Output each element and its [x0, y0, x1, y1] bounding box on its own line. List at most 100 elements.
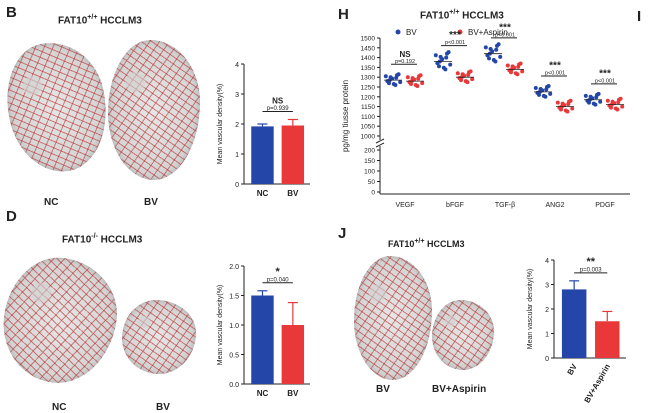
y-tick-label: 3 — [545, 283, 549, 290]
image-label-nc-b: NC — [44, 197, 59, 208]
y-tick-label: 1250 — [361, 85, 376, 92]
data-point-bv — [483, 45, 488, 50]
y-tick-label: 1050 — [361, 124, 376, 131]
title-text: FAT10 — [420, 10, 450, 22]
tumor-vessel-image-bv-aspirin-j — [432, 300, 494, 370]
data-point-bv-aspirin — [416, 76, 421, 81]
data-point-bv — [494, 47, 499, 52]
bar-chart-b: 0 1 2 3 4 Mean vascular density(%) NC BV p=0.939… — [217, 62, 310, 198]
tumor-vessel-image-bv-b — [108, 40, 200, 180]
x-tick-label: BV+Aspirin — [583, 362, 613, 404]
p-value-label: p=0.939 — [267, 106, 290, 112]
title-genotype: +/+ — [87, 14, 98, 21]
data-point-bv-aspirin — [463, 79, 468, 84]
y-tick-label: 1.5 — [229, 294, 239, 301]
legend-marker-bv-aspirin — [457, 29, 463, 35]
data-point-bv-aspirin — [555, 100, 560, 105]
y-tick-label: 100 — [364, 169, 375, 176]
title-genotype: -/- — [91, 233, 98, 240]
y-tick-label: 1 — [545, 332, 549, 339]
x-tick-label: PDGF — [595, 202, 614, 209]
data-point-bv — [441, 65, 446, 70]
x-tick-label: TGF-β — [495, 202, 515, 209]
significance-mark: * — [276, 266, 281, 278]
y-tick-label: 1150 — [361, 104, 375, 111]
panel-letter-j: J — [338, 225, 347, 242]
data-point-bv-aspirin — [566, 102, 571, 107]
panel-letter-i: I — [637, 8, 642, 25]
data-point-bv — [438, 54, 443, 59]
y-tick-label: 1.0 — [229, 323, 239, 330]
data-point-bv-aspirin — [613, 106, 618, 111]
y-tick-label: 0 — [371, 190, 375, 197]
data-point-bv — [541, 93, 546, 98]
title-cellline: HCCLM3 — [97, 234, 143, 246]
x-tick-label: BV — [566, 362, 580, 377]
significance-mark: ** — [586, 256, 595, 268]
x-tick-label: bFGF — [446, 202, 464, 209]
tumor-vessel-image-bv-j — [354, 256, 432, 380]
y-tick-label: 1300 — [361, 75, 376, 82]
image-label-bv-b: BV — [144, 197, 158, 208]
data-point-bv — [591, 101, 596, 106]
y-tick-label: 2 — [545, 307, 549, 314]
tumor-vessel-image-nc-b — [0, 33, 119, 181]
data-point-bv-aspirin — [616, 100, 621, 105]
bar-chart-d: 0.0 0.5 1.0 1.5 2.0 Mean vascular density(%) N… — [217, 264, 310, 398]
title-genotype: +/+ — [414, 238, 425, 245]
title-text: FAT10 — [58, 15, 88, 27]
panel-d-title: FAT10-/- HCCLM3 — [62, 233, 142, 245]
data-point-bv — [437, 64, 441, 69]
data-point-bv — [544, 87, 549, 92]
y-axis-label: Mean vascular density(%) — [217, 285, 224, 366]
data-point-bv — [533, 85, 538, 90]
data-point-bv — [391, 82, 396, 87]
significance-mark: *** — [549, 61, 561, 72]
data-point-bv — [495, 43, 499, 48]
p-value-label: p=0.192 — [395, 59, 415, 65]
x-tick-label: BV — [287, 189, 299, 198]
panel-letter-b: B — [6, 4, 17, 21]
y-tick-label: 150 — [364, 158, 375, 165]
title-text: FAT10 — [388, 239, 415, 249]
p-value-label: p<0.001 — [595, 78, 615, 84]
data-point-bv — [398, 80, 403, 85]
data-point-bv — [594, 95, 599, 100]
p-value-label: p<0.001 — [545, 71, 565, 77]
bar-bv — [281, 325, 305, 384]
x-tick-label: BV — [287, 389, 299, 398]
data-point-bv — [433, 53, 438, 58]
data-point-bv-aspirin — [570, 106, 575, 111]
title-cellline: HCCLM3 — [97, 15, 142, 27]
tumor-vessel-image-bv-d — [122, 300, 196, 374]
data-point-bv-aspirin — [420, 81, 425, 86]
p-value-label: p=0.003 — [580, 267, 603, 273]
data-point-bv-aspirin — [513, 71, 518, 76]
significance-mark: NS — [399, 50, 411, 59]
image-label-nc-d: NC — [52, 402, 67, 413]
data-point-bv — [583, 93, 588, 98]
legend-label-bv-aspirin: BV+Aspirin — [468, 28, 508, 37]
x-tick-label: VEGF — [395, 202, 414, 209]
panel-b-title: FAT10+/+ HCCLM3 — [58, 14, 142, 26]
data-point-bv-aspirin — [413, 83, 418, 88]
data-point-bv — [487, 56, 491, 61]
bar-nc — [251, 295, 274, 384]
bar-bv — [281, 125, 305, 184]
data-point-bv-aspirin — [605, 98, 610, 103]
y-tick-label: 0.5 — [229, 353, 239, 360]
y-tick-label: 50 — [368, 179, 376, 186]
axis-break-mark — [375, 142, 385, 148]
y-tick-label: 1 — [235, 152, 239, 159]
data-point-bv-aspirin — [516, 64, 521, 69]
legend-label-bv: BV — [406, 28, 417, 37]
bar-chart-j: 0 1 2 3 4 Mean vascular density(%) BV BV+Aspiri… — [527, 256, 626, 405]
significance-mark: *** — [499, 22, 511, 33]
title-genotype: +/+ — [449, 9, 460, 16]
y-tick-label: 2 — [235, 122, 239, 129]
data-point-bv — [448, 62, 453, 67]
y-tick-label: 0.0 — [229, 382, 239, 389]
bar-nc — [251, 126, 274, 184]
x-tick-label: NC — [257, 389, 269, 398]
data-point-bv — [598, 99, 603, 104]
